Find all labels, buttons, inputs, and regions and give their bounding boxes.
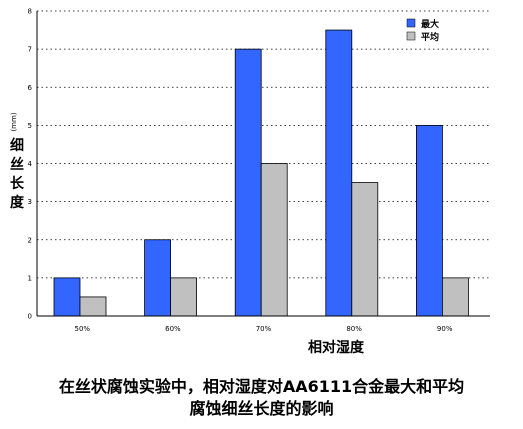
legend-swatch: [406, 31, 416, 41]
x-tick-label: 70%: [256, 325, 272, 333]
caption-line-1: 在丝状腐蚀实验中，相对湿度对AA6111合金最大和平均: [58, 377, 465, 396]
y-tick-label: 4: [28, 160, 33, 168]
caption-line-2: 腐蚀细丝长度的影响: [189, 399, 334, 418]
bar-chart: 0 1 2 3 4 5 6 7 8 50% 60% 70% 80% 90% (mm) 细丝长度 相对湿度…: [10, 8, 490, 356]
bar-avg: [441, 277, 469, 317]
bar-max: [415, 124, 443, 317]
bar-max: [144, 239, 172, 317]
x-tick-label: 80%: [346, 325, 362, 333]
y-tick-label: 5: [28, 122, 32, 130]
y-tick-label: 8: [28, 8, 32, 16]
x-tick-label: 60%: [165, 325, 181, 333]
x-tick-labels: 50% 60% 70% 80% 90%: [75, 325, 453, 333]
x-tick-label: 50%: [75, 325, 91, 333]
x-tick-label: 90%: [437, 325, 453, 333]
y-axis-title-char: 丝: [10, 156, 24, 173]
bar-max: [325, 29, 353, 317]
legend-swatch: [406, 18, 416, 28]
legend-label: 最大: [421, 18, 439, 30]
bar-avg: [170, 277, 198, 317]
y-tick-label: 6: [28, 84, 33, 92]
bars: [53, 29, 469, 317]
y-axis-unit: (mm): [10, 112, 18, 131]
bar-avg: [351, 182, 379, 317]
legend-label: 平均: [421, 31, 439, 43]
y-tick-labels: 0 1 2 3 4 5 6 7 8: [28, 8, 33, 321]
bar-max: [234, 48, 262, 317]
x-axis-title: 相对湿度: [308, 339, 365, 356]
bar-max: [53, 277, 81, 317]
y-axis-title: 细丝长度: [10, 137, 25, 211]
y-tick-label: 2: [28, 236, 32, 244]
y-axis-title-char: 细: [10, 137, 24, 154]
y-axis-title-char: 长: [10, 175, 25, 192]
y-tick-label: 0: [28, 313, 32, 321]
y-tick-label: 7: [28, 46, 32, 54]
axes: [36, 11, 490, 317]
bar-avg: [260, 163, 288, 317]
y-tick-label: 3: [28, 198, 32, 206]
y-axis-title-char: 度: [10, 194, 25, 211]
y-tick-label: 1: [28, 274, 32, 282]
figure-caption: 在丝状腐蚀实验中，相对湿度对AA6111合金最大和平均 腐蚀细丝长度的影响: [0, 376, 523, 420]
bar-avg: [79, 296, 107, 317]
